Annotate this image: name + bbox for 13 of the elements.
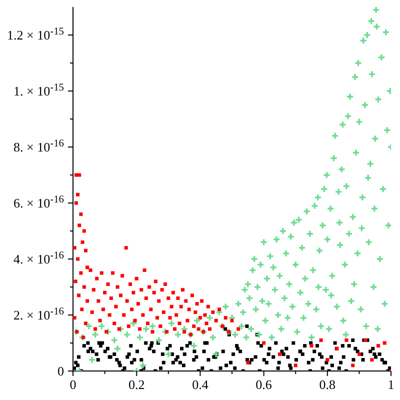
y-tick-label: 1. × 10$^{-15}$	[14, 82, 64, 99]
x-tick-label: 1	[388, 377, 394, 392]
x-tick-label: 0.6	[256, 377, 272, 392]
y-tick-label: 6. × 10$^{-16}$	[14, 194, 64, 211]
x-tick-label: 0	[70, 377, 76, 392]
x-tick-label: 0.2	[128, 377, 145, 392]
y-tick-label: 2. × 10$^{-16}$	[14, 306, 64, 323]
y-tick-label: 1.2 × 10$^{-15}$	[7, 26, 64, 43]
x-tick-label: 0.4	[192, 377, 209, 392]
y-tick-label: 0	[58, 364, 64, 379]
y-tick-label: 8. × 10$^{-16}$	[14, 138, 64, 155]
y-tick-label: 4. × 10$^{-16}$	[14, 250, 64, 267]
x-tick-label: 0.8	[319, 377, 336, 392]
